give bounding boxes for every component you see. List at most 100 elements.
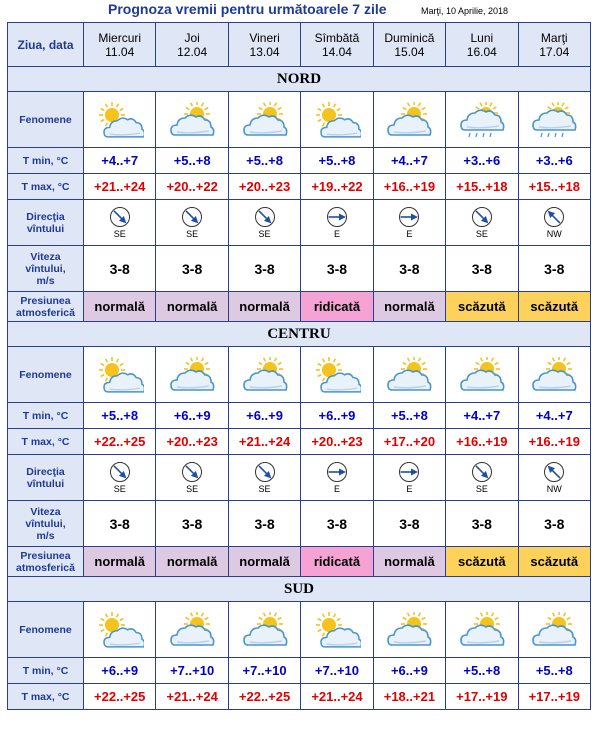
phenomena-cell (155, 346, 229, 403)
row-label: Direcţia vîntului (7, 454, 84, 501)
row-label-text: T min, °C (22, 664, 69, 677)
wind-direction-label: E (406, 484, 413, 494)
row-label-text: T min, °C (22, 154, 69, 167)
tmax-cell: +19..+22 (300, 173, 374, 200)
cloud-rain-icon (460, 101, 505, 137)
day-name: Marţi (540, 30, 568, 45)
row-label: Fenomene (7, 601, 84, 658)
wind-speed-cell: 3-8 (445, 245, 519, 292)
tmax-row: T max, °C +22..+25 +20..+23 +21..+24 +20..+2… (7, 428, 592, 455)
tmin-cell: +3..+6 (445, 147, 519, 174)
pressure-row: Presiunea atmosferică normală normală normal… (7, 546, 592, 577)
tmax-cell: +16..+19 (372, 173, 447, 200)
wind-direction-cell: SE (82, 199, 157, 246)
header-row: Ziua, data Miercuri 11.04 Joi 12.04 Vineri… (7, 22, 592, 67)
row-label-text: vîntului, (25, 262, 66, 275)
row-label-text: Viteza (30, 505, 61, 518)
phenomena-cell (227, 601, 302, 658)
wind-direction-icon (326, 207, 347, 227)
tmax-cell: +16..+19 (445, 428, 519, 455)
day-date: 15.04 (394, 44, 425, 59)
phenomena-cell (300, 346, 374, 403)
row-label-text: Fenomene (19, 368, 72, 381)
row-label-text: Direcţia (26, 210, 65, 223)
wind-direction-label: SE (475, 229, 488, 239)
pressure-cell: scăzută (445, 291, 519, 322)
wind-direction-label: E (333, 484, 340, 494)
phenomena-row: Fenomene (7, 91, 592, 148)
tmin-cell: +6..+9 (227, 402, 302, 429)
wind-direction-cell: E (372, 199, 447, 246)
wind-direction-label: E (333, 229, 340, 239)
row-label: T max, °C (7, 683, 84, 710)
cloud-sun-icon (387, 611, 432, 646)
phenomena-cell (445, 601, 519, 658)
cloud-sun-icon (532, 356, 577, 391)
wind-direction-icon (326, 462, 347, 482)
cloud-rain-icon (532, 101, 577, 137)
tmin-cell: +5..+8 (517, 657, 592, 684)
tmax-cell: +22..+25 (82, 683, 157, 710)
day-header: Miercuri 11.04 (82, 22, 157, 67)
region-header-row: NORD (7, 66, 591, 92)
phenomena-cell (155, 601, 229, 658)
row-label: Fenomene (7, 91, 84, 148)
day-date: 12.04 (177, 44, 208, 59)
wind-direction-cell: SE (82, 454, 157, 501)
row-label-text: Presiunea (20, 549, 71, 562)
phenomena-row: Fenomene (7, 346, 592, 403)
wind-direction-label: E (406, 229, 413, 239)
cloud-sun-icon (460, 356, 505, 391)
row-label-text: T max, °C (21, 690, 70, 703)
row-label-text: T max, °C (21, 435, 70, 448)
row-label-text: Fenomene (19, 113, 72, 126)
day-name: Vineri (249, 30, 280, 45)
row-label: Presiunea atmosferică (7, 291, 84, 322)
wind-speed-cell: 3-8 (227, 500, 302, 547)
tmin-cell: +6..+9 (300, 402, 374, 429)
pressure-cell: ridicată (300, 546, 374, 577)
tmin-cell: +7..+10 (155, 657, 229, 684)
wind-direction-cell: E (300, 199, 374, 246)
pressure-cell: normală (155, 546, 229, 577)
wind-direction-label: NW (546, 484, 562, 494)
row-label-text: Viteza (30, 250, 61, 263)
wind-direction-icon (109, 462, 130, 482)
row-label-text: vîntului, (25, 517, 66, 530)
wind-speed-cell: 3-8 (155, 500, 229, 547)
day-date: 13.04 (249, 44, 280, 59)
tmin-cell: +6..+9 (82, 657, 157, 684)
pressure-cell: normală (227, 291, 302, 322)
tmax-cell: +16..+19 (517, 428, 592, 455)
day-header: Sîmbătă 14.04 (300, 22, 374, 67)
tmin-cell: +4..+7 (372, 147, 447, 174)
day-name: Miercuri (98, 30, 142, 45)
wind-direction-label: SE (258, 484, 271, 494)
tmax-cell: +21..+24 (155, 683, 229, 710)
tmax-cell: +17..+20 (372, 428, 447, 455)
pressure-cell: scăzută (445, 546, 519, 577)
region-header-row: SUD (7, 576, 591, 602)
cloud-sun-icon (387, 356, 432, 391)
issue-date: Marţi, 10 Aprilie, 2018 (421, 6, 509, 16)
cloud-sun-icon (242, 356, 288, 391)
pressure-cell: normală (82, 546, 157, 577)
row-label: T min, °C (7, 402, 84, 429)
tmax-row: T max, °C +21..+24 +20..+22 +20..+23 +19..+2… (7, 173, 592, 200)
row-label: Viteza vîntului, m/s (7, 245, 84, 292)
day-header: Luni 16.04 (445, 22, 519, 67)
wind-direction-icon (254, 207, 275, 227)
phenomena-cell (300, 91, 374, 148)
tmin-row: T min, °C +6..+9 +7..+10 +7..+10 +7..+10 +6..… (7, 657, 592, 684)
cloud-sun-icon (242, 101, 288, 136)
phenomena-cell (372, 91, 447, 148)
pressure-row: Presiunea atmosferică normală normală normal… (7, 291, 592, 322)
day-header: Vineri 13.04 (227, 22, 302, 67)
tmin-cell: +5..+8 (372, 402, 447, 429)
wind-direction-cell: NW (517, 454, 592, 501)
pressure-cell: scăzută (517, 291, 592, 322)
tmin-cell: +5..+8 (445, 657, 519, 684)
wind-direction-icon (399, 207, 420, 227)
tmin-cell: +3..+6 (517, 147, 592, 174)
day-header: Joi 12.04 (155, 22, 229, 67)
